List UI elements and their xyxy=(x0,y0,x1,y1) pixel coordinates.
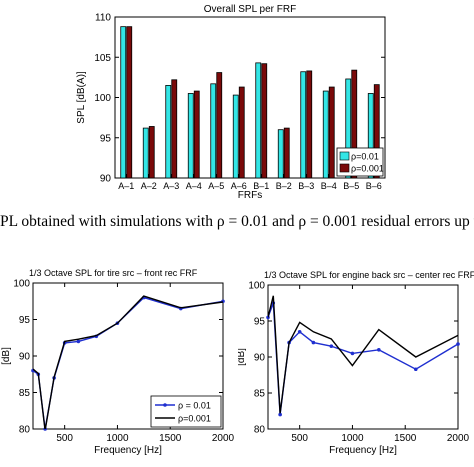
legend-box xyxy=(150,395,222,428)
bar-rho-0.001 xyxy=(238,86,245,179)
x-tick-label: 500 xyxy=(291,433,308,444)
x-axis-label: FRFs xyxy=(238,190,262,200)
chart-title: Overall SPL per FRF xyxy=(204,4,296,15)
figure-caption-fragment: PL obtained with simulations with ρ = 0.… xyxy=(0,213,474,230)
legend-label: ρ=0.001 xyxy=(351,164,384,174)
bar-rho-0.01 xyxy=(120,26,127,179)
x-tick-label: 500 xyxy=(56,433,73,444)
y-tick-label: 95 xyxy=(100,133,112,144)
x-tick-label: B–1 xyxy=(253,181,269,191)
y-axis-label: [dB] xyxy=(238,348,247,366)
bar-rho-0.001 xyxy=(148,126,155,179)
x-tick-label: 1000 xyxy=(106,433,129,444)
data-point xyxy=(377,348,381,352)
data-point xyxy=(350,351,355,356)
y-tick-label: 90 xyxy=(254,353,266,364)
data-point xyxy=(329,344,334,348)
y-tick-label: 95 xyxy=(254,317,266,328)
x-tick-label: B–2 xyxy=(276,181,292,191)
bar-rho-0.01 xyxy=(210,83,217,179)
bar-rho-0.01 xyxy=(300,71,307,179)
bar-rho-0.001 xyxy=(328,86,335,179)
y-tick-label: 80 xyxy=(254,425,266,436)
x-tick-label: B–5 xyxy=(343,181,359,191)
y-tick-label: 100 xyxy=(13,279,30,290)
x-tick-label: A–6 xyxy=(231,181,247,191)
y-tick-label: 85 xyxy=(19,388,31,399)
chart-title: 1/3 Octave SPL for engine back src – cen… xyxy=(264,270,474,280)
legend-swatch xyxy=(339,163,350,173)
legend-marker xyxy=(163,403,167,407)
x-tick-label: 1000 xyxy=(341,433,364,444)
data-point xyxy=(311,340,316,345)
x-axis-label: Frequency [Hz] xyxy=(329,445,397,456)
bar-rho-0.01 xyxy=(367,93,374,179)
y-tick-label: 105 xyxy=(94,53,111,64)
bar-rho-0.001 xyxy=(373,84,380,179)
x-tick-label: 2000 xyxy=(447,433,470,444)
data-point xyxy=(413,367,418,372)
legend-label: ρ = 0.01 xyxy=(178,401,211,411)
line-chart-engine-src: 1/3 Octave SPL for engine back src – cen… xyxy=(238,270,474,456)
bar-rho-0.01 xyxy=(277,129,284,179)
y-tick-label: 95 xyxy=(19,315,31,326)
bar-rho-0.001 xyxy=(216,72,223,179)
y-axis-label: [dB] xyxy=(1,347,12,365)
bar-rho-0.001 xyxy=(261,63,268,179)
bar-rho-0.01 xyxy=(345,78,352,179)
bar-rho-0.01 xyxy=(142,127,149,179)
x-tick-label: A–5 xyxy=(208,181,224,191)
legend-label: ρ=0.01 xyxy=(351,152,379,162)
data-point xyxy=(456,342,460,346)
bar-rho-0.01 xyxy=(322,90,329,179)
x-axis-label: Frequency [Hz] xyxy=(94,445,162,456)
chart-title: 1/3 Octave SPL for tire src – front rec … xyxy=(29,268,198,278)
data-point xyxy=(76,339,81,344)
x-tick-label: A–1 xyxy=(118,181,134,191)
bar-rho-0.01 xyxy=(232,94,239,179)
y-tick-label: 85 xyxy=(254,389,266,400)
x-tick-label: 2000 xyxy=(212,433,235,444)
y-tick-label: 80 xyxy=(19,425,31,436)
data-point xyxy=(297,330,302,334)
bar-rho-0.01 xyxy=(187,93,194,179)
x-tick-label: A–4 xyxy=(186,181,202,191)
line-chart-tire-src: 1/3 Octave SPL for tire src – front rec … xyxy=(1,268,235,456)
legend-swatch xyxy=(339,151,350,161)
series-line-rho-0.001 xyxy=(33,295,223,429)
bar-rho-0.001 xyxy=(193,90,200,179)
legend-label: ρ=0.001 xyxy=(178,414,211,424)
x-tick-label: 1500 xyxy=(394,433,417,444)
x-tick-label: B–6 xyxy=(366,181,382,191)
bar-rho-0.001 xyxy=(171,79,178,179)
x-tick-label: A–3 xyxy=(163,181,179,191)
series-line-rho-0.001 xyxy=(268,295,458,414)
x-tick-label: B–3 xyxy=(298,181,314,191)
y-tick-label: 110 xyxy=(95,13,111,24)
y-tick-label: 90 xyxy=(19,352,31,363)
bar-rho-0.01 xyxy=(255,62,262,179)
y-axis-label: SPL [dB(A)] xyxy=(76,71,87,124)
x-tick-label: A–2 xyxy=(141,181,157,191)
y-tick-label: 100 xyxy=(248,281,265,292)
y-tick-label: 90 xyxy=(100,174,112,185)
x-tick-label: 1500 xyxy=(159,433,182,444)
bar-rho-0.001 xyxy=(351,69,358,179)
plot-frame xyxy=(267,284,459,430)
bar-rho-0.001 xyxy=(126,26,133,179)
x-tick-label: B–4 xyxy=(321,181,337,191)
bar-chart-overall-spl: Overall SPL per FRF 90 95 100 105 110 A–1 A–2 A–… xyxy=(76,4,386,200)
bar-rho-0.001 xyxy=(283,127,290,179)
bar-rho-0.001 xyxy=(306,70,313,179)
bar-rho-0.01 xyxy=(165,85,172,179)
data-point xyxy=(278,412,282,417)
y-tick-label: 100 xyxy=(94,93,111,104)
